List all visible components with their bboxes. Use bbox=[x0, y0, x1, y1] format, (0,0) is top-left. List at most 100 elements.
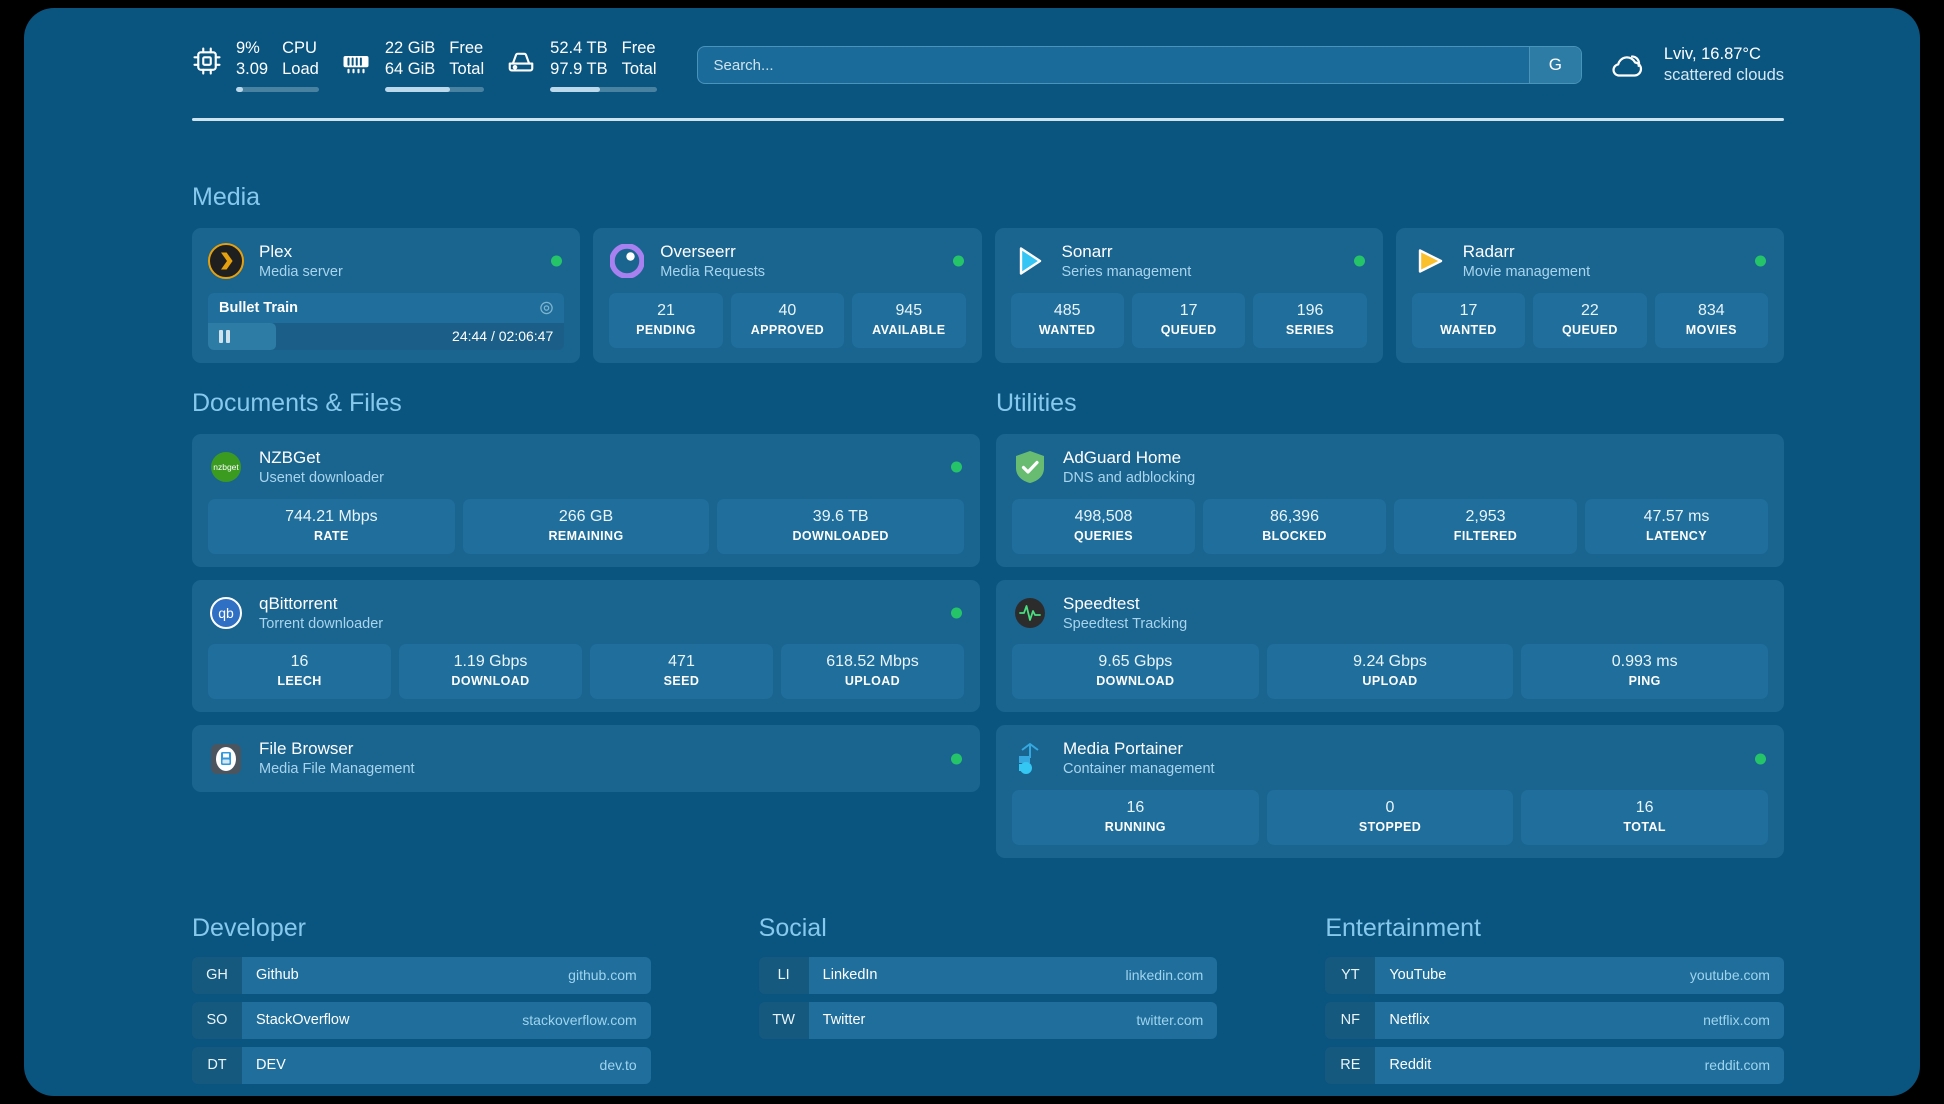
stat-value: 9.24 Gbps bbox=[1353, 653, 1427, 671]
bookmark-item[interactable]: YT YouTube youtube.com bbox=[1325, 956, 1784, 994]
bookmark-item[interactable]: RE Reddit reddit.com bbox=[1325, 1046, 1784, 1084]
documents-section-title: Documents & Files bbox=[192, 388, 402, 417]
stat-value: 17 bbox=[1179, 301, 1198, 319]
cloud-icon bbox=[1608, 48, 1650, 82]
media-section: Media Plex Media server bbox=[192, 183, 1784, 363]
service-description: Speedtest Tracking bbox=[1063, 615, 1188, 632]
bookmark-abbr: LI bbox=[758, 956, 809, 994]
bookmark-item[interactable]: SO StackOverflow stackoverflow.com bbox=[192, 1001, 651, 1039]
bookmark-url: linkedin.com bbox=[1125, 967, 1204, 984]
disk-label-top: Free bbox=[621, 39, 656, 58]
service-name: NZBGet bbox=[259, 447, 321, 467]
search-bar[interactable]: G bbox=[696, 46, 1582, 84]
bookmark-item[interactable]: DT DEV dev.to bbox=[192, 1046, 651, 1084]
stat-tile: 39.6 TB DOWNLOADED bbox=[717, 498, 965, 554]
cpu-label-bottom: Load bbox=[282, 60, 319, 78]
bookmark-name: Github bbox=[256, 967, 299, 984]
bookmark-item[interactable]: LI LinkedIn linkedin.com bbox=[758, 956, 1218, 994]
service-description: DNS and adblocking bbox=[1063, 470, 1196, 487]
stat-value: 39.6 TB bbox=[812, 507, 869, 525]
service-name: qBittorrent bbox=[259, 593, 338, 613]
stat-value: 16 bbox=[1126, 799, 1145, 816]
service-card-nzbget[interactable]: nzbget NZBGet Usenet downloader 744.21 M… bbox=[192, 433, 980, 567]
overseerr-icon bbox=[609, 243, 645, 279]
radarr-icon bbox=[1412, 243, 1448, 279]
stat-tile: 0.993 ms PING bbox=[1521, 644, 1769, 700]
stat-tile: 618.52 Mbps UPLOAD bbox=[781, 644, 964, 700]
stat-label: REMAINING bbox=[548, 528, 624, 543]
weather-description: scattered clouds bbox=[1663, 66, 1784, 84]
service-description: Media File Management bbox=[259, 761, 415, 778]
service-name: Overseerr bbox=[660, 242, 736, 261]
service-name: Media Portainer bbox=[1063, 739, 1184, 759]
stat-label: TOTAL bbox=[1623, 820, 1666, 834]
status-indicator bbox=[951, 607, 962, 619]
bookmark-abbr: SO bbox=[192, 1001, 242, 1039]
bookmark-group-developer: Developer GH Github github.com SO StackO… bbox=[192, 914, 651, 1084]
utilities-section-title: Utilities bbox=[996, 388, 1077, 417]
stat-value: 266 GB bbox=[558, 507, 614, 525]
stat-label: DOWNLOADED bbox=[792, 528, 889, 543]
cpu-load-value: 3.09 bbox=[236, 60, 269, 78]
service-card-sonarr[interactable]: Sonarr Series management 485 WANTED 17 Q… bbox=[994, 228, 1383, 363]
status-indicator bbox=[952, 255, 964, 267]
bookmark-url: github.com bbox=[568, 967, 637, 984]
stat-label: SEED bbox=[663, 674, 700, 689]
stat-label: PING bbox=[1628, 674, 1661, 689]
plex-icon bbox=[208, 243, 244, 280]
service-description: Series management bbox=[1061, 264, 1192, 281]
service-name: Speedtest bbox=[1063, 593, 1140, 613]
service-name: File Browser bbox=[259, 739, 354, 759]
stat-tile: 21 PENDING bbox=[609, 292, 723, 348]
stat-label: MOVIES bbox=[1685, 322, 1737, 337]
pause-icon[interactable] bbox=[219, 329, 230, 343]
sonarr-icon bbox=[1011, 243, 1047, 279]
stat-value: 16 bbox=[1635, 799, 1654, 816]
service-card-speedtest[interactable]: Speedtest Speedtest Tracking 9.65 Gbps D… bbox=[996, 579, 1784, 713]
service-description: Movie management bbox=[1462, 264, 1591, 281]
service-card-overseerr[interactable]: Overseerr Media Requests 21 PENDING 40 A… bbox=[593, 228, 982, 363]
gear-icon[interactable] bbox=[539, 300, 554, 315]
stat-value: 47.57 ms bbox=[1643, 507, 1710, 525]
stat-value: 834 bbox=[1697, 301, 1725, 319]
cpu-usage-bar bbox=[236, 86, 319, 92]
service-description: Media Requests bbox=[660, 264, 766, 281]
bookmark-name: Twitter bbox=[822, 1012, 866, 1029]
stat-tile: 16 RUNNING bbox=[1012, 790, 1259, 845]
service-card-qbittorrent[interactable]: qb qBittorrent Torrent downloader 16 LEE… bbox=[192, 579, 980, 713]
stat-value: 618.52 Mbps bbox=[826, 653, 919, 671]
service-card-plex[interactable]: Plex Media server Bullet Train bbox=[192, 228, 581, 363]
service-card-radarr[interactable]: Radarr Movie management 17 WANTED 22 QUE… bbox=[1395, 228, 1784, 363]
bookmark-item[interactable]: TW Twitter twitter.com bbox=[758, 1001, 1218, 1039]
stat-tile: 47.57 ms LATENCY bbox=[1585, 498, 1768, 554]
bookmark-url: reddit.com bbox=[1704, 1057, 1770, 1074]
stat-label: WANTED bbox=[1038, 322, 1096, 337]
bookmarks-area: Developer GH Github github.com SO StackO… bbox=[192, 914, 1784, 1084]
bookmark-abbr: GH bbox=[192, 956, 242, 994]
stat-tile: 9.24 Gbps UPLOAD bbox=[1266, 644, 1514, 700]
media-section-title: Media bbox=[192, 183, 261, 211]
bookmark-item[interactable]: NF Netflix netflix.com bbox=[1325, 1001, 1784, 1039]
stat-tile: 498,508 QUERIES bbox=[1012, 498, 1195, 554]
bookmark-group-title: Entertainment bbox=[1325, 913, 1481, 942]
service-card-adguard-home[interactable]: AdGuard Home DNS and adblocking 498,508 … bbox=[996, 433, 1784, 567]
playback-time: 24:44 / 02:06:47 bbox=[452, 328, 554, 345]
stat-value: 9.65 Gbps bbox=[1098, 653, 1173, 671]
bookmark-abbr: TW bbox=[758, 1001, 809, 1039]
stat-value: 16 bbox=[290, 653, 309, 671]
google-search-button[interactable]: G bbox=[1528, 47, 1581, 83]
top-header: 9% 3.09 CPU Load bbox=[192, 34, 1784, 96]
status-indicator bbox=[1755, 255, 1766, 267]
service-name: Plex bbox=[259, 242, 293, 261]
disk-label-bottom: Total bbox=[621, 60, 657, 78]
playback-progress-bar[interactable]: 24:44 / 02:06:47 bbox=[208, 322, 565, 350]
status-indicator bbox=[551, 255, 563, 267]
stat-tile: 744.21 Mbps RATE bbox=[208, 498, 455, 554]
stat-value: 1.19 Gbps bbox=[453, 653, 528, 671]
bookmark-abbr: YT bbox=[1325, 956, 1376, 994]
bookmark-item[interactable]: GH Github github.com bbox=[192, 956, 651, 994]
search-input[interactable] bbox=[697, 56, 1529, 74]
stat-tile: 2,953 FILTERED bbox=[1394, 498, 1577, 554]
service-card-media-portainer[interactable]: Media Portainer Container management 16 … bbox=[996, 725, 1784, 858]
service-card-file-browser[interactable]: File Browser Media File Management bbox=[192, 725, 980, 792]
